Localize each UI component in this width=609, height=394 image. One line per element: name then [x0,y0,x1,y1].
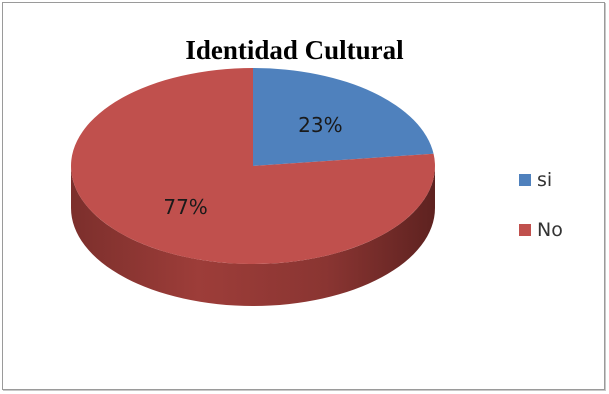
chart-title: Identidad Cultural [185,35,404,65]
legend: si No [519,167,563,267]
pie-slice-no[interactable] [70,68,435,264]
pie-slice-si[interactable] [253,68,434,166]
pie-side [71,166,435,306]
legend-swatch-si [519,174,531,186]
legend-item-si: si [519,167,563,193]
legend-item-no: No [519,217,563,243]
legend-label-si: si [537,169,553,191]
data-label-si: 23% [298,113,342,137]
pie-chart: 23% 77% [70,68,435,306]
legend-swatch-no [519,224,531,236]
legend-label-no: No [537,219,563,241]
chart-frame: Identidad Cultural 23% 77% si No [2,2,605,390]
data-label-no: 77% [163,195,207,219]
